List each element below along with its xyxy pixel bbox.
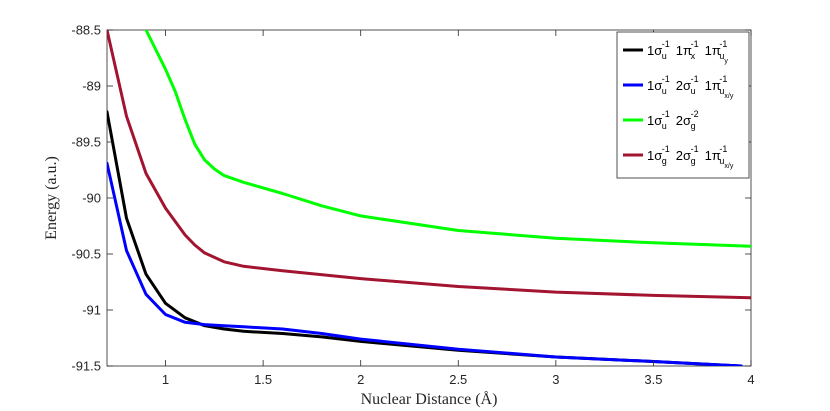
- y-tick-label: -91.5: [71, 359, 101, 374]
- legend-term-sub: u: [662, 86, 667, 96]
- legend-term-sup: -1: [662, 144, 670, 154]
- legend-term-sup: -1: [662, 74, 670, 84]
- legend-term-subsub: y: [724, 58, 728, 65]
- legend-term-sup: -1: [719, 144, 727, 154]
- legend-term: 1σ -1 u: [647, 74, 670, 96]
- legend-term: 1σ -1 u: [647, 39, 670, 61]
- legend-term-sub: u: [719, 51, 724, 61]
- legend-term: 1π-1 ux/y: [705, 74, 734, 100]
- legend-term-sup: -1: [719, 39, 727, 49]
- legend-term: 1σ -1 g: [647, 144, 670, 166]
- legend-term: 2σ -1 g: [676, 144, 699, 166]
- y-tick-label: -91: [82, 303, 101, 318]
- legend-term: 1π-1 x: [676, 39, 699, 61]
- legend-term: 1π-1 ux/y: [705, 144, 734, 170]
- legend-term-base: 1π: [676, 43, 692, 58]
- x-tick-label: 1: [162, 372, 169, 387]
- legend-term-subsub: x/y: [724, 93, 733, 100]
- legend-term-sub: g: [691, 121, 696, 131]
- legend-term-subsub: x/y: [724, 163, 733, 170]
- legend-term-sub: u: [719, 156, 724, 166]
- y-tick-label: -89.5: [71, 135, 101, 150]
- legend-term: 2σ -1 u: [676, 74, 699, 96]
- series-layer: [107, 30, 751, 366]
- legend-term-base: 2σ: [676, 78, 691, 93]
- y-axis-label: Energy (a.u.): [43, 156, 60, 240]
- y-tick-label: -88.5: [71, 23, 101, 38]
- legend-term-sup: -1: [691, 74, 699, 84]
- legend-term-sup: -1: [662, 39, 670, 49]
- legend-term-sup: -2: [691, 109, 699, 119]
- y-tick-label: -90.5: [71, 247, 101, 262]
- legend-term-base: 1π: [705, 43, 721, 58]
- legend-term-sup: -1: [691, 144, 699, 154]
- legend-term-sub: u: [662, 51, 667, 61]
- legend-term-sub: x: [691, 51, 696, 61]
- x-tick-label: 2.5: [449, 372, 467, 387]
- legend-term-base: 1σ: [647, 148, 662, 163]
- legend-term-sub: g: [691, 156, 696, 166]
- series-line-blue: [107, 161, 743, 366]
- legend-term-base: 1σ: [647, 113, 662, 128]
- legend-term-base: 2σ: [676, 148, 691, 163]
- legend-term-sup: -1: [662, 109, 670, 119]
- legend-term-sub: g: [662, 156, 667, 166]
- legend-term-base: 1π: [705, 148, 721, 163]
- x-axis-label: Nuclear Distance (Å): [361, 390, 498, 408]
- legend-term-sub: u: [662, 121, 667, 131]
- ticks-layer: 1 1.5 2 2.5 3 3.5 4 -88.5 -89 -89.5 -90 -90.5 -91 -91…: [71, 23, 754, 388]
- legend-term: 2σ -2 g: [676, 109, 699, 131]
- x-tick-label: 1.5: [254, 372, 272, 387]
- legend-term: 1π-1 uy: [705, 39, 729, 65]
- x-tick-label: 3.5: [644, 372, 662, 387]
- legend-term-base: 1π: [705, 78, 721, 93]
- series-line-darkred: [107, 30, 751, 300]
- legend-term: 1σ -1 u: [647, 109, 670, 131]
- x-tick-label: 4: [747, 372, 754, 387]
- legend-term-sub: u: [719, 86, 724, 96]
- legend-term-sup: -1: [719, 74, 727, 84]
- legend-term-sup: -1: [691, 39, 699, 49]
- legend-term-base: 1σ: [647, 78, 662, 93]
- legend-term-sub: u: [691, 86, 696, 96]
- y-tick-label: -90: [82, 191, 101, 206]
- legend-term-base: 1σ: [647, 43, 662, 58]
- x-tick-label: 2: [357, 372, 364, 387]
- series-line-green: [144, 30, 751, 248]
- y-tick-label: -89: [82, 79, 101, 94]
- legend-term-base: 2σ: [676, 113, 691, 128]
- x-tick-label: 3: [552, 372, 559, 387]
